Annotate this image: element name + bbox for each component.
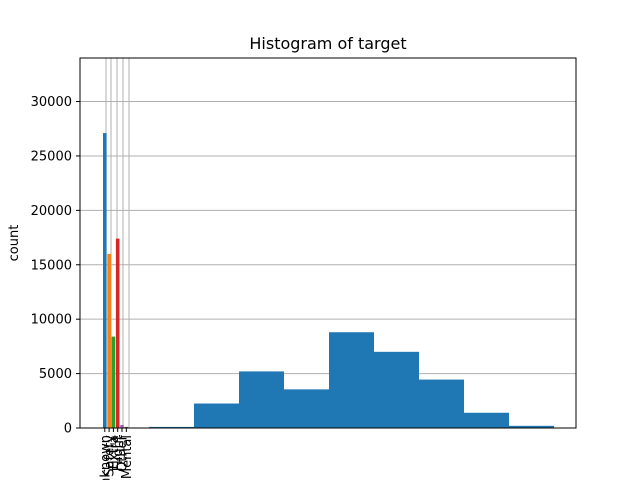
x-tick-label: Mental (120, 435, 135, 479)
histogram-bar (329, 332, 374, 428)
category-bar (124, 426, 129, 428)
category-bar (111, 336, 116, 428)
x-tick-label: Extra (107, 435, 122, 469)
x-tick-label: Safety (103, 435, 118, 477)
bars-layer (103, 133, 554, 428)
y-axis-label: count (7, 225, 22, 262)
chart-title: Histogram of target (249, 34, 406, 53)
y-tick-label: 10000 (31, 313, 72, 328)
category-bar (107, 253, 111, 428)
histogram-bar (509, 425, 554, 428)
histogram-bar (419, 379, 464, 428)
histogram-bar (194, 403, 239, 428)
x-tick-label: Unknown (98, 435, 113, 480)
x-tick-label: Other (116, 434, 131, 472)
y-tick-label: 30000 (31, 95, 72, 110)
histogram-bar (149, 426, 194, 428)
plot-frame (79, 57, 577, 429)
histogram-bar (239, 371, 284, 428)
y-axis: 0 5000 10000 15000 20000 25000 30000 (31, 95, 80, 437)
category-bar (120, 424, 124, 428)
plot-area: 0 5000 10000 15000 20000 25000 30000 UnknownSa… (31, 57, 577, 480)
category-bar (103, 133, 107, 428)
y-tick-label: 0 (64, 422, 72, 437)
histogram-bar (464, 412, 509, 428)
y-tick-label: 25000 (31, 149, 72, 164)
y-tick-label: 5000 (39, 367, 72, 382)
x-tick-label: Flight (111, 435, 126, 471)
y-tick-label: 15000 (31, 258, 72, 273)
grid-layer (80, 58, 576, 428)
histogram-bar (284, 389, 329, 428)
category-bar (115, 238, 120, 428)
histogram-bar (374, 351, 419, 428)
y-tick-label: 20000 (31, 204, 72, 219)
